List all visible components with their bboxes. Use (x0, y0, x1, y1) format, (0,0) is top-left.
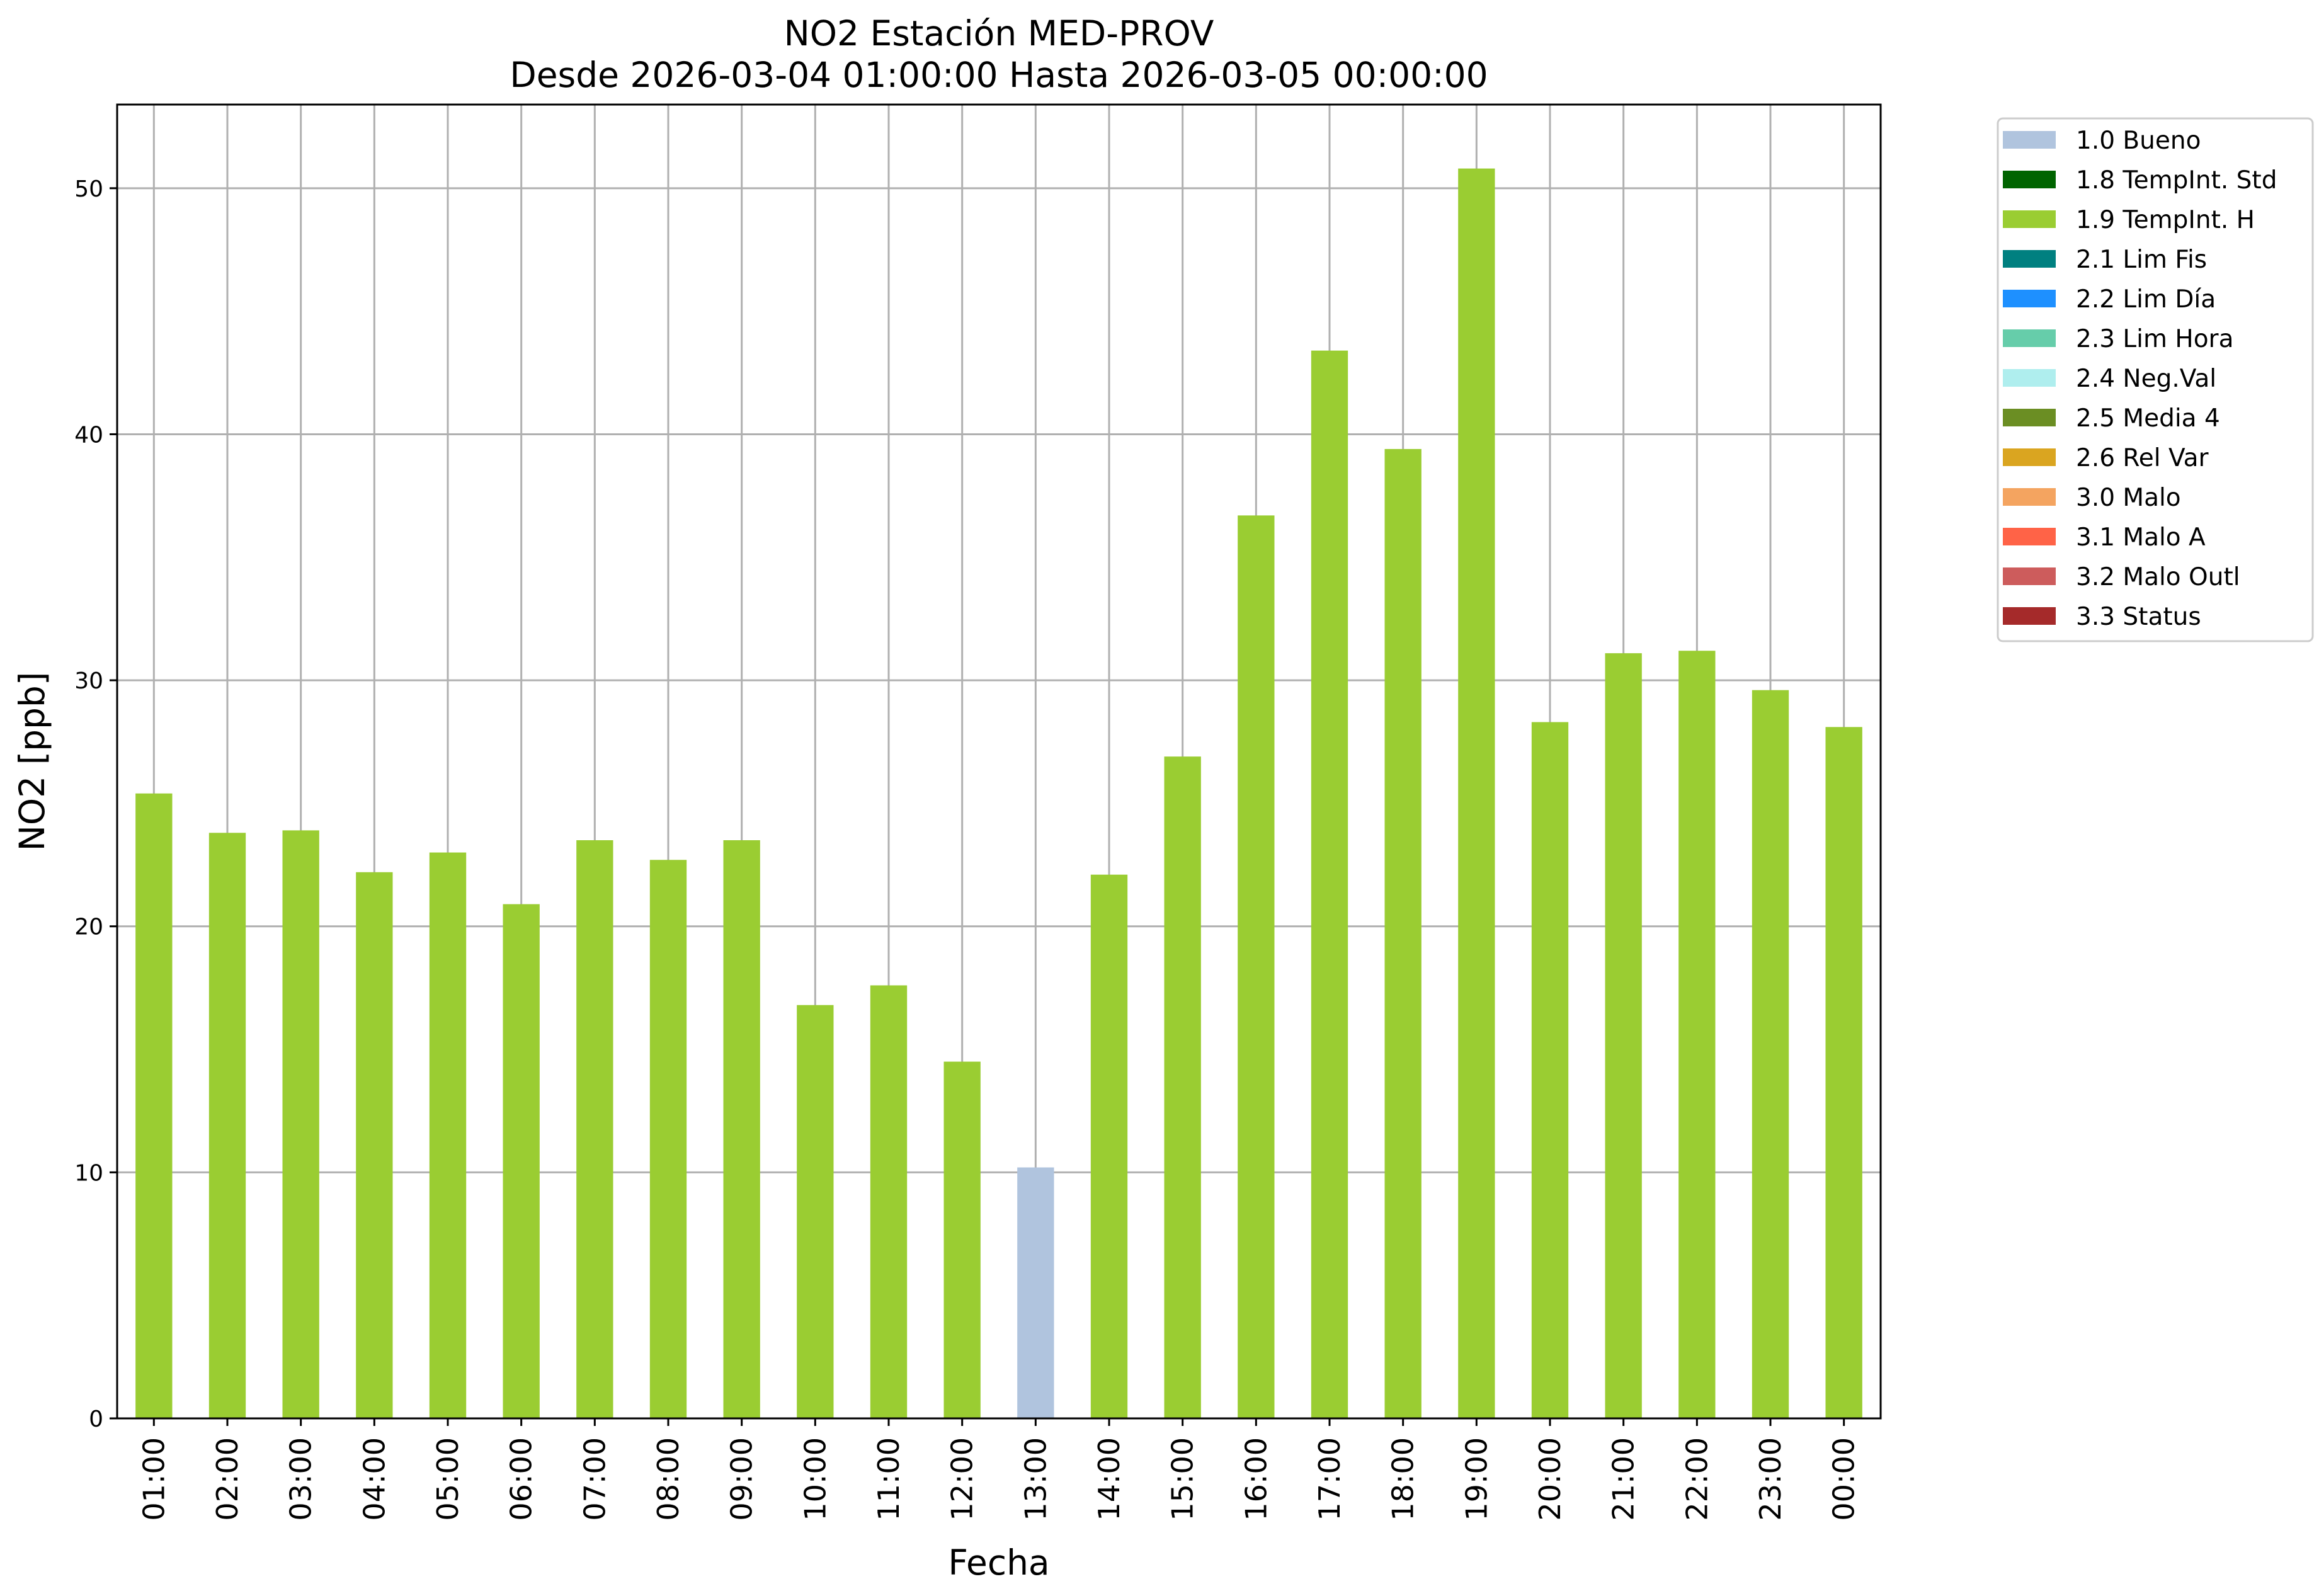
legend-frame (1997, 117, 2314, 642)
legend-label: 1.9 TempInt. H (2076, 206, 2255, 234)
bar-1800 (1384, 448, 1422, 1418)
y-tick-label: 30 (74, 668, 103, 694)
bar-1600 (1238, 515, 1275, 1418)
x-tick-label: 06:00 (504, 1437, 538, 1521)
bar-0800 (649, 860, 687, 1418)
y-tick-label: 20 (74, 915, 103, 940)
bar-2200 (1678, 651, 1716, 1418)
legend: 1.0 Bueno 1.8 TempInt. Std 1.9 TempInt. H 2… (1997, 117, 2314, 642)
x-tick-label: 12:00 (945, 1437, 979, 1521)
y-tick-label: 40 (74, 422, 103, 448)
legend-items: 1.0 Bueno 1.8 TempInt. Std 1.9 TempInt. H 2… (2003, 127, 2277, 631)
x-tick-label: 04:00 (357, 1437, 391, 1521)
legend-label: 2.2 Lim Día (2076, 285, 2216, 314)
legend-label: 3.0 Malo (2076, 484, 2181, 512)
chart-title: NO2 Estación MED-PROV (784, 13, 1214, 54)
x-tick-label: 17:00 (1313, 1437, 1347, 1521)
bar-0500 (429, 852, 467, 1418)
x-tick-label: 00:00 (1827, 1437, 1861, 1521)
x-tick-label: 10:00 (798, 1437, 832, 1521)
x-tick-label: 09:00 (725, 1437, 759, 1521)
x-tick-label: 08:00 (651, 1437, 685, 1521)
legend-swatch (2003, 210, 2056, 228)
x-tick-label: 05:00 (431, 1437, 465, 1521)
bars-layer (135, 168, 1862, 1418)
bar-1100 (870, 985, 908, 1418)
x-axis: 01:00 02:00 03:00 04:00 05:00 06:00 07:00 08:00… (137, 1418, 1861, 1521)
bar-0200 (208, 833, 246, 1418)
x-tick-label: 15:00 (1166, 1437, 1200, 1521)
bar-0000 (1825, 727, 1862, 1418)
legend-swatch (2003, 250, 2056, 268)
x-tick-label: 22:00 (1680, 1437, 1714, 1521)
legend-swatch (2003, 409, 2056, 426)
bar-0900 (723, 840, 760, 1418)
y-axis: 0 10 20 30 40 50 (74, 176, 117, 1432)
legend-label: 2.5 Media 4 (2076, 404, 2220, 433)
legend-label: 3.1 Malo A (2076, 523, 2206, 552)
x-tick-label: 18:00 (1386, 1437, 1420, 1521)
bar-1700 (1311, 350, 1348, 1418)
legend-label: 1.0 Bueno (2076, 127, 2201, 155)
bar-1000 (797, 1005, 834, 1418)
legend-swatch (2003, 448, 2056, 466)
bar-0100 (135, 793, 173, 1418)
legend-swatch (2003, 567, 2056, 585)
bar-1400 (1090, 874, 1128, 1418)
bar-2300 (1752, 690, 1789, 1418)
legend-label: 2.6 Rel Var (2076, 444, 2209, 472)
bar-2100 (1605, 653, 1642, 1418)
legend-swatch (2003, 488, 2056, 506)
legend-swatch (2003, 131, 2056, 149)
x-tick-label: 13:00 (1018, 1437, 1052, 1521)
legend-label: 3.2 Malo Outl (2076, 563, 2240, 591)
y-tick-label: 50 (74, 176, 103, 202)
bar-0300 (282, 830, 319, 1418)
legend-swatch (2003, 290, 2056, 307)
bar-1500 (1164, 756, 1201, 1418)
x-axis-label: Fecha (948, 1542, 1049, 1583)
legend-label: 2.1 Lim Fis (2076, 246, 2207, 274)
legend-label: 2.3 Lim Hora (2076, 325, 2234, 353)
bar-2000 (1531, 722, 1569, 1418)
x-tick-label: 21:00 (1607, 1437, 1641, 1521)
x-tick-label: 07:00 (578, 1437, 612, 1521)
legend-swatch (2003, 369, 2056, 387)
plot-frame (116, 103, 1882, 1420)
bar-1900 (1458, 168, 1495, 1418)
x-tick-label: 03:00 (284, 1437, 318, 1521)
y-axis-label: NO2 [ppb] (12, 672, 52, 852)
legend-swatch (2003, 528, 2056, 545)
bar-0400 (356, 872, 393, 1418)
chart-subtitle: Desde 2026-03-04 01:00:00 Hasta 2026-03-… (510, 55, 1488, 95)
legend-swatch (2003, 329, 2056, 347)
legend-swatch (2003, 171, 2056, 188)
legend-swatch (2003, 607, 2056, 625)
y-tick-label: 0 (89, 1406, 103, 1432)
legend-label: 2.4 Neg.Val (2076, 365, 2216, 393)
bar-1300 (1017, 1167, 1054, 1418)
legend-label: 1.8 TempInt. Std (2076, 166, 2277, 195)
bar-0700 (576, 840, 613, 1418)
x-tick-label: 11:00 (872, 1437, 906, 1521)
x-tick-label: 14:00 (1092, 1437, 1126, 1521)
x-tick-label: 20:00 (1533, 1437, 1567, 1521)
x-tick-label: 16:00 (1239, 1437, 1273, 1521)
x-tick-label: 23:00 (1753, 1437, 1787, 1521)
x-tick-label: 02:00 (210, 1437, 244, 1521)
x-tick-label: 19:00 (1459, 1437, 1493, 1521)
x-tick-label: 01:00 (137, 1437, 171, 1521)
bar-0600 (503, 904, 540, 1418)
legend-label: 3.3 Status (2076, 603, 2201, 631)
y-tick-label: 10 (74, 1160, 103, 1186)
bar-1200 (943, 1061, 981, 1418)
